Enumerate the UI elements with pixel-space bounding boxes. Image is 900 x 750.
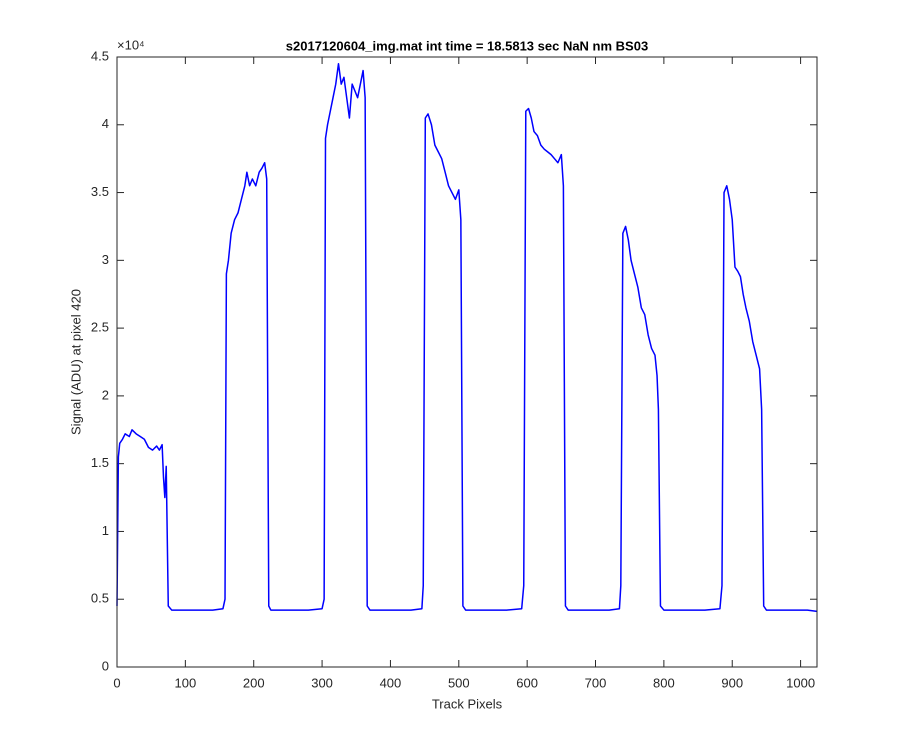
plot-area <box>117 57 817 667</box>
axes-box <box>116 56 818 668</box>
y-tick-label: 0.5 <box>91 591 109 606</box>
x-tick-label: 1000 <box>786 675 815 690</box>
y-tick-label: 0 <box>102 658 109 673</box>
y-tick-label: 3.5 <box>91 184 109 199</box>
x-tick-label: 900 <box>721 675 743 690</box>
x-tick-label: 0 <box>113 675 120 690</box>
x-axis-label: Track Pixels <box>432 696 503 711</box>
y-tick-label: 4 <box>102 116 109 131</box>
x-tick-label: 100 <box>175 675 197 690</box>
y-tick-label: 3 <box>102 252 109 267</box>
y-tick-label: 1.5 <box>91 455 109 470</box>
x-tick-label: 300 <box>311 675 333 690</box>
data-line <box>116 63 818 613</box>
y-axis-label: Signal (ADU) at pixel 420 <box>68 289 83 435</box>
y-tick-label: 1 <box>102 523 109 538</box>
x-tick-label: 400 <box>380 675 402 690</box>
chart-title: s2017120604_img.mat int time = 18.5813 s… <box>286 38 648 53</box>
y-tick-label: 2.5 <box>91 320 109 335</box>
y-exponent-label: ×10⁴ <box>117 37 145 52</box>
x-tick-label: 500 <box>448 675 470 690</box>
x-tick-label: 700 <box>585 675 607 690</box>
y-tick-label: 2 <box>102 387 109 402</box>
x-tick-label: 200 <box>243 675 265 690</box>
x-tick-label: 800 <box>653 675 675 690</box>
x-tick-label: 600 <box>516 675 538 690</box>
y-tick-label: 4.5 <box>91 48 109 63</box>
